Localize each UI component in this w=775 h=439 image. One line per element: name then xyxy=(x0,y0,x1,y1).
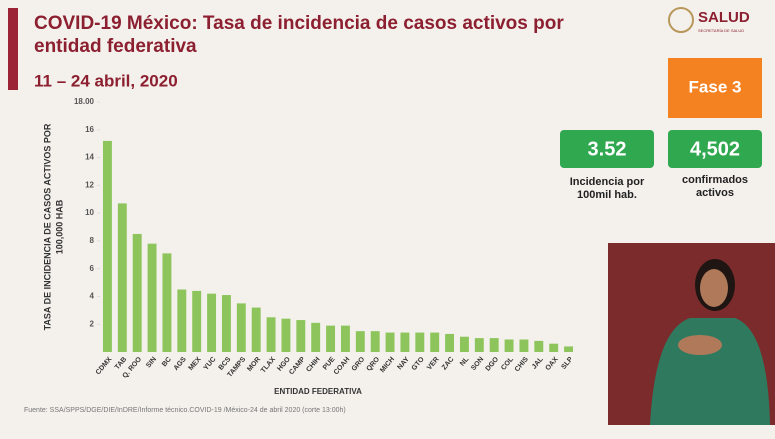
logo-text: SALUD xyxy=(698,9,750,26)
bar xyxy=(326,325,336,352)
x-tick-label: BC xyxy=(161,356,173,368)
stat-box xyxy=(668,130,762,168)
bar xyxy=(132,233,142,352)
accent-bar xyxy=(8,8,18,90)
bar xyxy=(504,339,514,352)
stat-value: 3.52 xyxy=(588,138,627,160)
interpreter-video xyxy=(608,243,775,425)
bar xyxy=(355,331,365,352)
bar xyxy=(177,289,187,352)
bar xyxy=(281,318,291,352)
y-tick-label: 6 xyxy=(90,264,95,273)
bar xyxy=(147,243,157,352)
phase-text: Fase 3 xyxy=(689,77,742,96)
y-axis-title: 100,000 HAB xyxy=(54,199,64,254)
stat-value: 4,502 xyxy=(690,138,740,160)
bar xyxy=(534,340,544,352)
bar xyxy=(311,322,321,352)
stat-label: Incidencia por xyxy=(570,176,645,188)
logo-emblem xyxy=(668,7,694,33)
bar xyxy=(445,333,455,352)
x-tick-label: NL xyxy=(459,355,471,367)
y-tick-label: 16 xyxy=(85,125,94,134)
bar xyxy=(474,338,484,352)
bar xyxy=(415,332,425,352)
title-line: entidad federativa xyxy=(34,36,197,57)
bar xyxy=(400,332,410,352)
stat-label: confirmados xyxy=(682,174,748,186)
logo-subtext: SECRETARÍA DE SALUD xyxy=(698,28,744,33)
y-tick-label: 10 xyxy=(85,208,94,217)
x-axis-title: ENTIDAD FEDERATIVA xyxy=(274,387,362,396)
bar xyxy=(162,253,172,352)
source: Fuente: SSA/SPPS/DGE/DIE/InDRE/Informe t… xyxy=(24,407,346,414)
bar xyxy=(519,339,529,352)
bar xyxy=(192,290,202,352)
bar xyxy=(340,325,350,352)
bar xyxy=(251,307,261,352)
bar xyxy=(207,293,217,352)
date: 11 – 24 abril, 2020 xyxy=(34,71,178,90)
y-tick-label: 2 xyxy=(90,319,95,328)
bar xyxy=(549,343,559,352)
bar xyxy=(117,203,127,352)
y-tick-label: 4 xyxy=(90,292,95,301)
y-tick-label: 8 xyxy=(90,236,95,245)
bar xyxy=(102,140,112,352)
bar xyxy=(221,295,231,352)
bar xyxy=(266,317,276,352)
stat-box xyxy=(560,130,654,168)
phase-box xyxy=(668,58,762,118)
bar xyxy=(236,303,246,352)
title-line: COVID-19 México: Tasa de incidencia de c… xyxy=(34,13,564,34)
bar xyxy=(296,320,306,352)
bar xyxy=(564,346,574,352)
bar xyxy=(370,331,380,352)
bar xyxy=(385,332,395,352)
bar xyxy=(430,332,440,352)
y-axis-title: TASA DE INCIDENCIA DE CASOS ACTIVOS POR xyxy=(42,123,52,330)
bar xyxy=(459,336,469,352)
stat-label: 100mil hab. xyxy=(577,189,637,201)
y-tick-label: 18.00 xyxy=(74,97,95,106)
person-hands xyxy=(678,335,722,355)
bar xyxy=(489,338,499,352)
y-tick-label: 12 xyxy=(85,180,94,189)
y-tick-label: 14 xyxy=(85,153,94,162)
person-face xyxy=(700,269,728,307)
stat-label: activos xyxy=(696,187,734,199)
